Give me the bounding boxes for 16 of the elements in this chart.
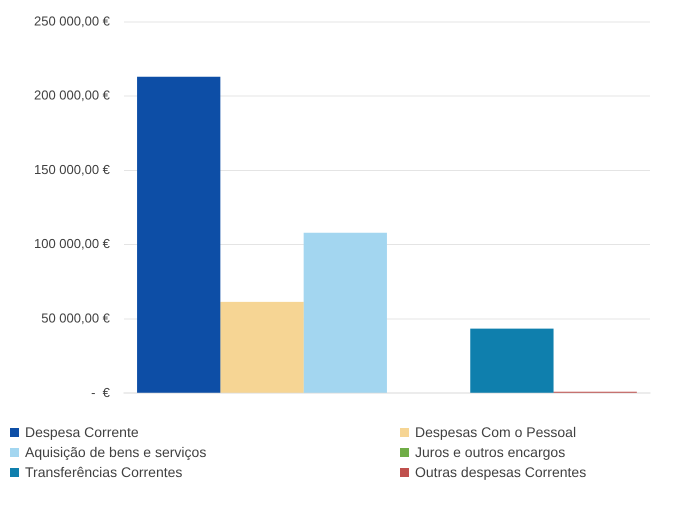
y-tick-label: 150 000,00 € bbox=[34, 162, 111, 177]
bar bbox=[304, 232, 387, 393]
bar bbox=[470, 328, 554, 393]
legend-label: Despesas Com o Pessoal bbox=[415, 424, 576, 440]
bar bbox=[220, 302, 304, 393]
legend-label: Aquisição de bens e serviços bbox=[25, 444, 206, 460]
bar bbox=[137, 76, 220, 393]
y-tick-label: 250 000,00 € bbox=[34, 13, 111, 28]
legend-label: Despesa Corrente bbox=[25, 424, 139, 440]
legend-label: Transferências Correntes bbox=[25, 464, 182, 480]
y-tick-label: - € bbox=[91, 384, 111, 400]
y-tick-label: 100 000,00 € bbox=[34, 236, 111, 252]
y-tick-label: 50 000,00 € bbox=[41, 310, 111, 326]
legend-label: Juros e outros encargos bbox=[415, 444, 566, 460]
legend-label: Outras despesas Correntes bbox=[415, 464, 586, 480]
y-tick-label: 200 000,00 € bbox=[34, 88, 111, 103]
